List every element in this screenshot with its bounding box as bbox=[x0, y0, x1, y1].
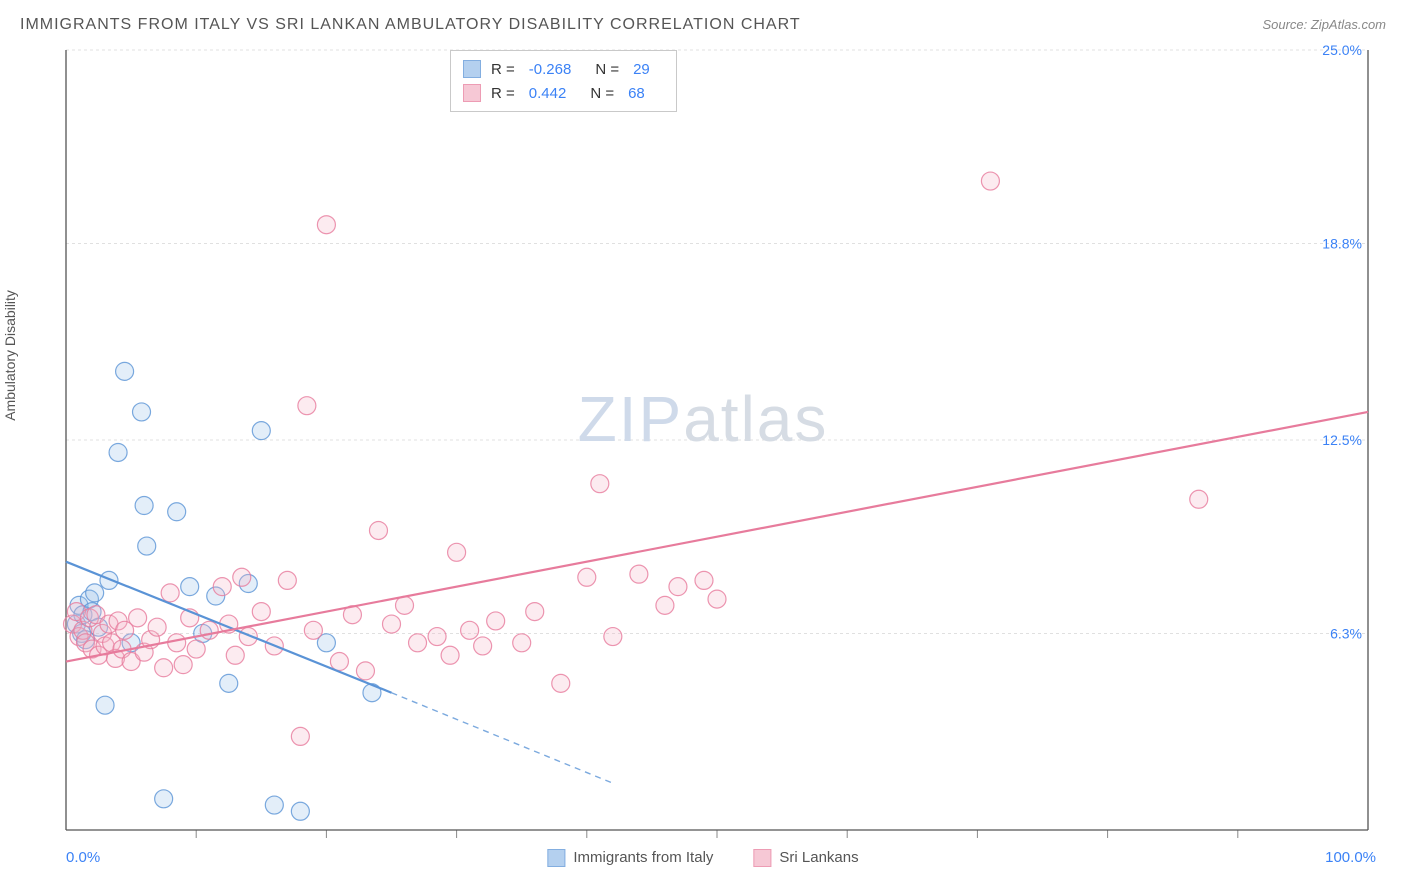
legend-item: Immigrants from Italy bbox=[547, 849, 713, 867]
stats-legend-box: R = -0.268 N = 29 R = 0.442 N = 68 bbox=[450, 50, 677, 112]
scatter-plot: 6.3% 12.5% 18.8% 25.0% bbox=[20, 42, 1386, 862]
stat-label: R = bbox=[491, 61, 515, 78]
x-max-label: 100.0% bbox=[1325, 849, 1376, 866]
svg-text:6.3%: 6.3% bbox=[1330, 625, 1362, 641]
stat-label: R = bbox=[491, 85, 515, 102]
legend-label: Sri Lankans bbox=[779, 849, 858, 866]
stat-value: 0.442 bbox=[529, 85, 567, 102]
legend-item: Sri Lankans bbox=[753, 849, 858, 867]
stat-value: 68 bbox=[628, 85, 645, 102]
stat-label: N = bbox=[590, 85, 614, 102]
series-legend: Immigrants from Italy Sri Lankans bbox=[547, 849, 858, 867]
stats-row: R = -0.268 N = 29 bbox=[463, 57, 664, 81]
stat-value: 29 bbox=[633, 61, 650, 78]
swatch-icon bbox=[463, 84, 481, 102]
chart-title: IMMIGRANTS FROM ITALY VS SRI LANKAN AMBU… bbox=[20, 16, 801, 34]
legend-label: Immigrants from Italy bbox=[573, 849, 713, 866]
swatch-icon bbox=[753, 849, 771, 867]
svg-text:12.5%: 12.5% bbox=[1322, 432, 1362, 448]
chart-container: Ambulatory Disability ZIPatlas 6.3%12.5%… bbox=[20, 42, 1386, 862]
stats-row: R = 0.442 N = 68 bbox=[463, 81, 664, 105]
x-min-label: 0.0% bbox=[66, 849, 100, 866]
swatch-icon bbox=[463, 60, 481, 78]
x-axis-footer: 0.0% Immigrants from Italy Sri Lankans 1… bbox=[20, 849, 1386, 866]
swatch-icon bbox=[547, 849, 565, 867]
stat-value: -0.268 bbox=[529, 61, 572, 78]
y-axis-label: Ambulatory Disability bbox=[2, 290, 18, 421]
svg-text:25.0%: 25.0% bbox=[1322, 42, 1362, 58]
svg-text:18.8%: 18.8% bbox=[1322, 235, 1362, 251]
stat-label: N = bbox=[595, 61, 619, 78]
source-attribution: Source: ZipAtlas.com bbox=[1262, 17, 1386, 32]
